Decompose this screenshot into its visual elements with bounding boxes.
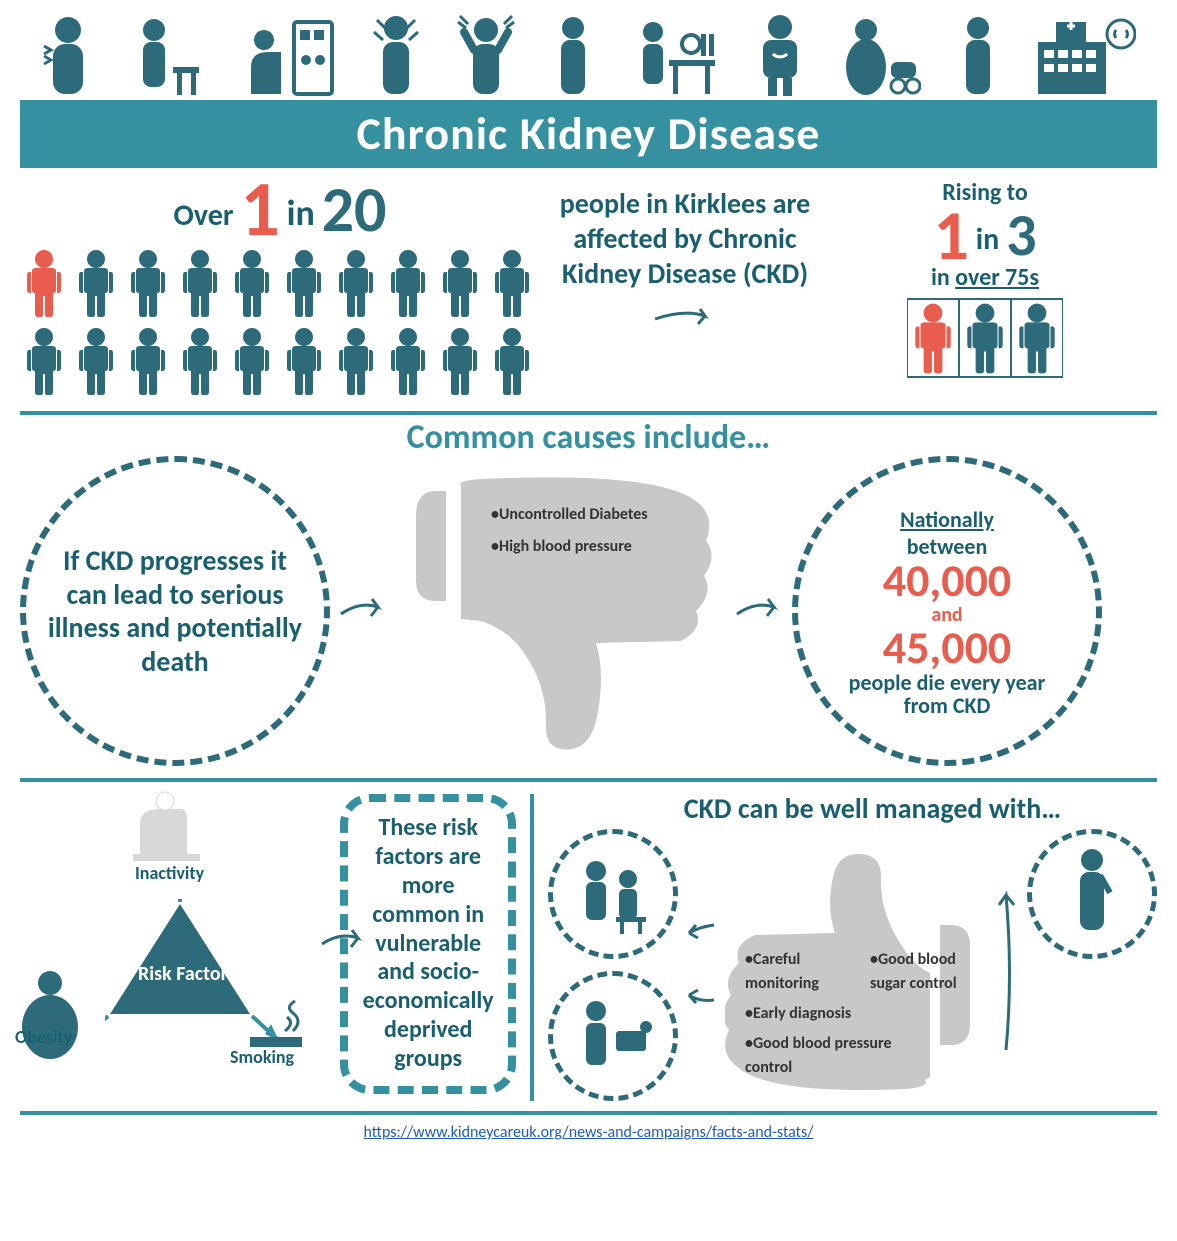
ratio-denominator: 20 xyxy=(322,171,387,249)
obesity-icon xyxy=(15,969,85,1064)
ratio-1-in-3: 1 in 3 xyxy=(830,207,1140,263)
mortality-tail: people die every year from CKD xyxy=(798,671,1096,717)
in-label: in xyxy=(287,191,315,235)
section-prevalence: Over 1 in 20 xyxy=(20,168,1157,411)
in-label-2: in xyxy=(976,221,999,258)
silhouette-icon xyxy=(369,12,424,100)
mortality-circle: Nationally between 40,000 and 45,000 peo… xyxy=(792,456,1102,766)
over-label: Over xyxy=(174,197,234,234)
arrow-right-icon xyxy=(734,589,784,629)
managed-panel: CKD can be well managed with… xyxy=(548,794,1157,1101)
silhouette-icon xyxy=(41,12,96,100)
ratio-numerator: 1 xyxy=(240,161,280,256)
diagnosis-circle xyxy=(548,971,678,1101)
silhouette-icon xyxy=(631,12,721,100)
silhouette-icon xyxy=(753,12,808,100)
person-test-icon xyxy=(1052,844,1132,944)
prevalence-text: people in Kirklees are affected by Chron… xyxy=(550,178,820,339)
arrow-right-icon xyxy=(320,924,365,954)
silhouette-icon xyxy=(548,12,598,100)
monitoring-circle xyxy=(548,829,678,959)
silhouette-icon xyxy=(236,12,336,100)
arrow-right-icon xyxy=(338,589,388,629)
factor-smoking: Smoking xyxy=(230,1046,294,1068)
managed-title: CKD can be well managed with… xyxy=(588,794,1157,825)
thumbs-up-managed: •Careful monitoring •Good blood sugar co… xyxy=(725,840,985,1090)
inactivity-icon xyxy=(125,789,215,869)
thumbs-down-causes: •Uncontrolled Diabetes •High blood press… xyxy=(396,461,726,761)
over75-label: in over 75s xyxy=(830,263,1140,292)
divider xyxy=(20,411,1157,415)
silhouette-icon xyxy=(841,12,921,100)
source-link[interactable]: https://www.kidneycareuk.org/news-and-ca… xyxy=(20,1117,1157,1142)
nationally-label: Nationally xyxy=(798,506,1096,533)
bp-monitor-icon xyxy=(568,991,658,1081)
section-risk-manage: Inactivity Risk Factors Obesity Smoking … xyxy=(20,784,1157,1111)
silhouette-icon xyxy=(129,12,204,100)
silhouette-icon xyxy=(456,12,516,100)
people-pictogram-20 xyxy=(20,248,540,396)
arrow-right-icon xyxy=(650,301,720,331)
arrow-up-icon xyxy=(991,875,1021,1055)
risk-factors-triangle: Inactivity Risk Factors Obesity Smoking xyxy=(20,794,330,1064)
people-pictogram-3 xyxy=(907,298,1063,378)
arrows-left-icon xyxy=(684,905,719,1025)
factor-obesity: Obesity xyxy=(15,1026,72,1048)
doctor-patient-icon xyxy=(568,849,658,939)
ratio-1-in-20: Over 1 in 20 xyxy=(20,178,540,240)
vertical-divider xyxy=(530,794,534,1101)
section-causes: If CKD progresses it can lead to serious… xyxy=(20,448,1157,778)
risk-title: Risk Factors xyxy=(138,964,235,985)
divider xyxy=(20,1111,1157,1115)
silhouette-icon xyxy=(1036,12,1136,100)
stat-high: 45,000 xyxy=(798,627,1096,671)
managed-list: •Careful monitoring •Good blood sugar co… xyxy=(745,948,965,1080)
causes-list: •Uncontrolled Diabetes •High blood press… xyxy=(491,503,648,559)
progression-text: If CKD progresses it can lead to serious… xyxy=(26,544,324,678)
progression-circle: If CKD progresses it can lead to serious… xyxy=(20,456,330,766)
silhouette-icon xyxy=(953,12,1003,100)
factor-inactivity: Inactivity xyxy=(135,862,204,884)
divider xyxy=(20,778,1157,782)
header-icon-strip xyxy=(20,10,1157,100)
stat-low: 40,000 xyxy=(798,560,1096,604)
ratio2-den: 3 xyxy=(1006,199,1036,272)
deprived-box: These risk factors are more common in vu… xyxy=(340,794,516,1093)
rising-label: Rising to xyxy=(830,178,1140,207)
bloodsugar-circle xyxy=(1027,829,1157,959)
page-title: Chronic Kidney Disease xyxy=(20,100,1157,168)
